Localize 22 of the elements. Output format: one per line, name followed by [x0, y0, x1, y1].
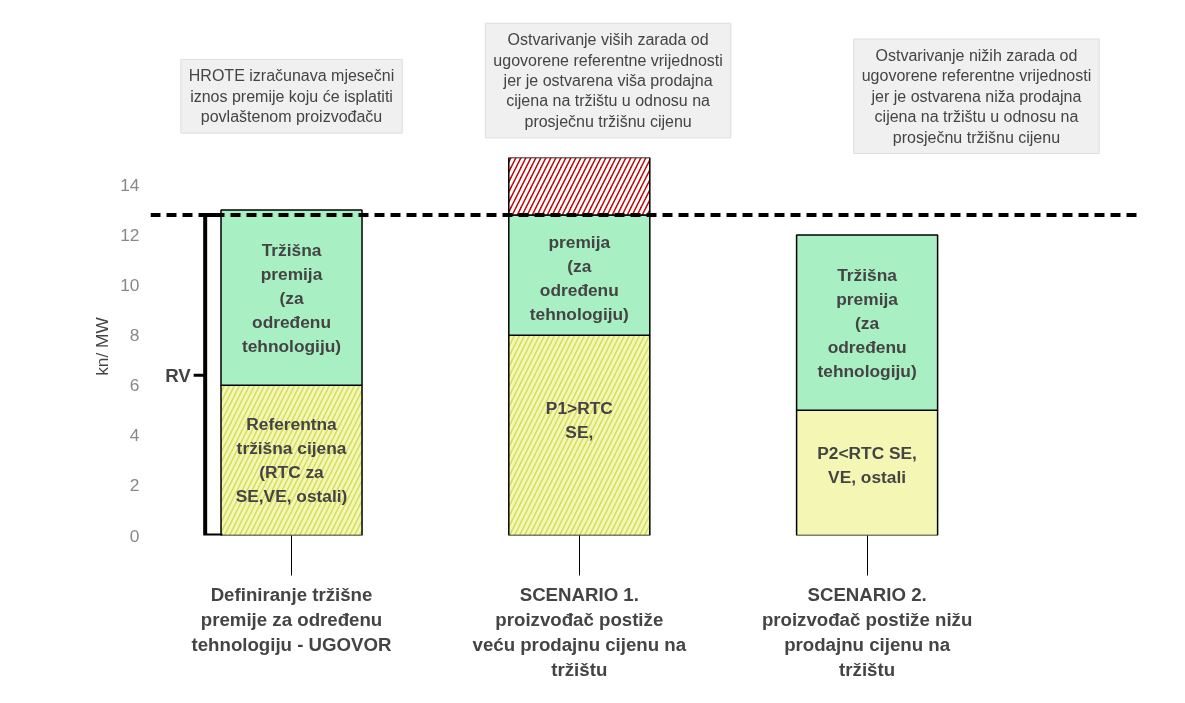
- x-tick-label: SCENARIO 1. proizvođač postiže veću prodajnu cijenu na tržištu: [472, 583, 687, 681]
- annotation: P1>RTC SE,: [545, 398, 614, 443]
- x-tick-label: Definiranje tržišne premije za određenu tehnologiju - UGOVOR: [191, 583, 393, 655]
- y-tick-label: 0: [129, 525, 140, 546]
- y-tick-label: 6: [129, 375, 140, 396]
- y-tick-label: 10: [120, 275, 140, 296]
- y-tick-label: 2: [129, 475, 140, 496]
- annotation: Tržišna premija (za određenu tehnologiju): [817, 264, 917, 381]
- annotation: premija (za određenu tehnologiju): [529, 231, 629, 324]
- text: Ostvarivanje nižih zarada od ugovorene referentne vrijednosti jer je ostvarena niža prodajna cijena na tržištu u odnosu na prosječnu tržišnu cijenu: [861, 46, 1092, 146]
- text: Ostvarivanje viših zarada od ugovorene referentne vrijednosti jer je ostvarena viša prodajna cijena na tržištu u odnosu na prosječnu tržišnu cijenu: [493, 31, 723, 130]
- y-tick-label: 14: [120, 175, 140, 196]
- y-tick-label: 4: [129, 425, 140, 446]
- annotation: Referentna tržišna cijena (RTC za SE,VE, ostali): [235, 414, 348, 507]
- annotation: P2<RTC SE, VE, ostali: [817, 443, 917, 488]
- annotation: Tržišna premija (za određenu tehnologiju): [241, 239, 342, 356]
- text: HROTE izračunava mjesečni iznos premije koju će isplatiti povlaštenom proizvođaču: [188, 67, 395, 126]
- x-tick-label: SCENARIO 2. proizvođač postiže nižu prodajnu cijenu na tržištu: [761, 583, 973, 681]
- y-tick-label: 12: [120, 225, 140, 246]
- y-axis-title: kn/ MW: [92, 316, 113, 376]
- y-tick-label: 8: [129, 325, 140, 346]
- annotation: RV: [165, 364, 192, 386]
